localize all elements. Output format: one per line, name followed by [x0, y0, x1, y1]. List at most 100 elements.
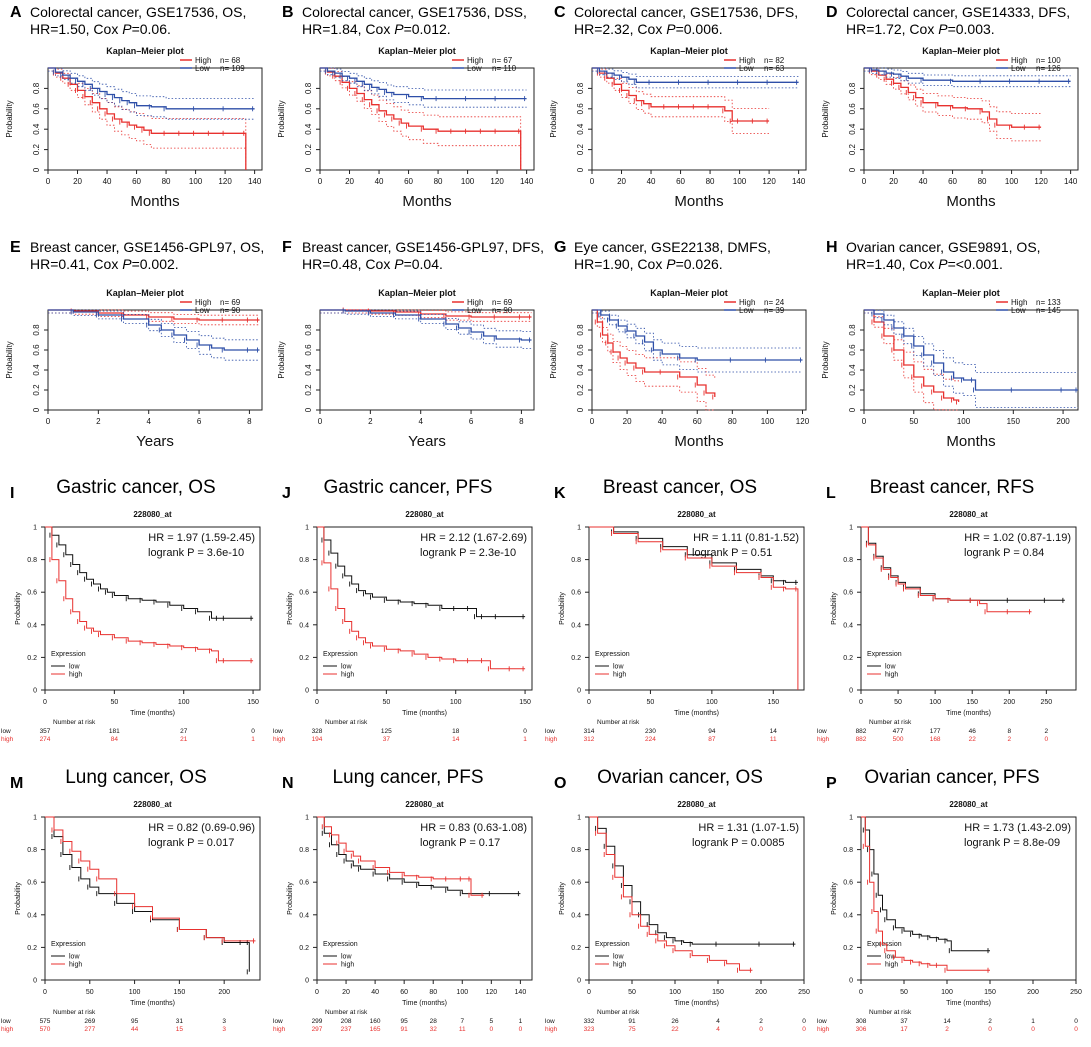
series-line-high [317, 526, 526, 670]
p-value: =0.04. [403, 256, 443, 272]
legend-n: n= 69 [220, 298, 241, 307]
hr-text: HR=0.48, Cox [302, 256, 395, 272]
y-axis-label: Probability [5, 100, 14, 137]
x-tick-label: 50 [647, 699, 655, 706]
title-line: Breast cancer, GSE1456-GPL97, OS, [30, 239, 265, 255]
logrank-text: logrank P = 0.0085 [692, 837, 784, 849]
ci-upper [48, 309, 260, 341]
risk-group-label: high [545, 1026, 558, 1033]
y-tick-label: 0 [33, 688, 37, 695]
y-tick-label: 0.2 [843, 655, 853, 662]
hr-text: HR = 0.83 (0.63-1.08) [420, 822, 527, 834]
y-axis-label: Probability [287, 882, 294, 915]
risk-count: 0 [523, 728, 527, 735]
y-tick-label: 0 [304, 167, 313, 172]
x-tick-label: 0 [315, 699, 319, 706]
x-tick-label: 80 [434, 177, 443, 186]
x-tick-label: 200 [1056, 417, 1070, 426]
risk-group-label: low [545, 1018, 555, 1025]
legend-n: n= 100 [1036, 56, 1061, 65]
y-axis-label: Probability [5, 341, 14, 378]
x-axis-label: Months [946, 193, 995, 210]
risk-title: Number at risk [597, 1009, 640, 1016]
risk-count: 277 [84, 1026, 95, 1033]
x-tick-label: 50 [110, 699, 118, 706]
x-tick-label: 20 [889, 177, 898, 186]
x-tick-label: 100 [706, 699, 718, 706]
series-line-high [48, 67, 247, 170]
series-line-low [320, 309, 532, 341]
hr-text: HR=1.72, Cox [846, 21, 939, 37]
risk-count: 0 [802, 1018, 806, 1025]
km-plot-title: Kaplan–Meier plot [650, 46, 728, 56]
y-tick-label: 0.2 [304, 143, 313, 155]
y-tick-label: 0.2 [27, 945, 37, 952]
y-tick-label: 0.4 [848, 364, 857, 376]
legend-n: n= 126 [1036, 64, 1061, 73]
risk-count: 0 [1074, 1018, 1078, 1025]
x-tick-label: 40 [103, 177, 112, 186]
risk-count: 8 [1007, 728, 1011, 735]
km-plot-title: Kaplan–Meier plot [922, 288, 1000, 298]
km-plot: 0 50 100 150 200 25000.20.40.60.81228080_atHR… [817, 800, 1082, 1033]
hr-line: HR=1.84, Cox P=0.012. [302, 21, 527, 38]
x-axis-label: Time (months) [674, 710, 719, 717]
y-tick-label: 0.6 [32, 344, 41, 356]
x-tick-label: 0 [318, 417, 323, 426]
y-tick-label: 0.4 [576, 123, 585, 135]
y-tick-label: 0.6 [848, 344, 857, 356]
x-tick-label: 8 [519, 417, 524, 426]
legend-n: n= 69 [492, 298, 513, 307]
y-tick-label: 0.4 [299, 622, 309, 629]
y-axis-label: Probability [559, 882, 566, 915]
risk-count: 237 [341, 1026, 352, 1033]
x-tick-label: 8 [247, 417, 252, 426]
x-tick-label: 140 [792, 177, 806, 186]
series-line-high [317, 816, 485, 896]
x-tick-label: 100 [957, 417, 971, 426]
km-plot: 0 50 100 150 200 25000.20.40.60.81228080_atHR… [545, 800, 810, 1033]
risk-count: 0 [802, 1026, 806, 1033]
y-axis-label: Probability [15, 592, 22, 625]
x-tick-label: 120 [1034, 177, 1048, 186]
km-plot: 0 50 100 150 0 0.2 0.4 0.6 0.8 1 228080_at HR = 1.9… [1, 510, 261, 743]
logrank-text: logrank P = 0.84 [964, 547, 1044, 559]
series-line-low [45, 526, 254, 619]
title-line: Breast cancer, GSE1456-GPL97, DFS, [302, 239, 545, 255]
legend-label: Low [195, 64, 210, 73]
y-axis-label: Probability [821, 100, 830, 137]
x-tick-label: 150 [1007, 417, 1021, 426]
km-plot: 0 20 40 60 80 100 120 140 0 0.2 0.4 0.6 0.8 Months Pro… [5, 46, 263, 210]
y-tick-label: 0.8 [848, 324, 857, 336]
p-value: =0.003. [947, 21, 995, 37]
x-tick-label: 150 [984, 989, 996, 996]
p-symbol: P [938, 21, 948, 37]
risk-count: 94 [708, 728, 716, 735]
legend-label: Low [467, 306, 482, 315]
x-tick-label: 40 [919, 177, 928, 186]
legend-title: Expression [323, 941, 358, 948]
risk-group-label: high [273, 1026, 286, 1033]
y-tick-label: 0.8 [576, 82, 585, 94]
series-line-high [861, 816, 990, 971]
x-tick-label: 20 [345, 177, 354, 186]
hr-text: HR=1.84, Cox [302, 21, 395, 37]
x-tick-label: 4 [418, 417, 423, 426]
risk-count: 181 [109, 728, 120, 735]
risk-count: 14 [943, 1018, 951, 1025]
risk-count: 31 [176, 1018, 184, 1025]
hr-line: HR=1.90, Cox P=0.026. [574, 256, 771, 273]
y-tick-label: 0.8 [848, 82, 857, 94]
risk-count: 2 [1045, 728, 1049, 735]
legend-n: n= 67 [492, 56, 513, 65]
x-axis-label: Time (months) [130, 710, 175, 717]
y-tick-label: 0.6 [848, 103, 857, 115]
risk-count: 46 [969, 728, 977, 735]
risk-count: 0 [490, 1026, 494, 1033]
km-plot: 0 20 40 60 80 100 120 140 0 0.2 0.4 0.6 0.8 Months Pro… [821, 46, 1079, 210]
x-tick-label: 0 [859, 699, 863, 706]
legend-label: low [613, 664, 624, 671]
p-symbol: P [122, 256, 132, 272]
x-tick-label: 60 [693, 417, 702, 426]
risk-count: 91 [628, 1018, 636, 1025]
